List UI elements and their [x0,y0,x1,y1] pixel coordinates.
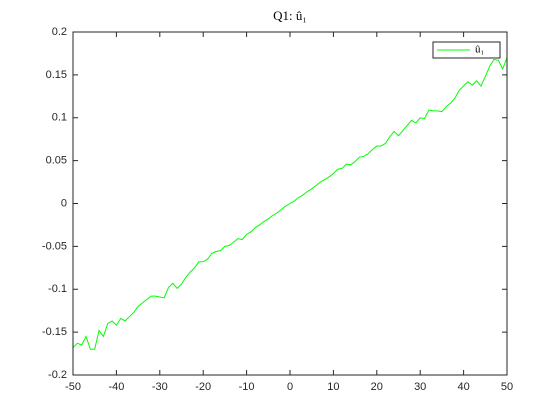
y-tick-label: -0.1 [48,283,67,295]
axes-box [72,31,508,376]
x-tick-label: 20 [371,381,383,393]
y-tick-label: 0.05 [46,155,67,167]
legend-label: û₁ [475,44,485,56]
y-tick-label: -0.15 [42,326,67,338]
y-tick-label: 0.2 [52,26,67,38]
x-tick-label: -50 [65,381,81,393]
x-tick-label: 40 [457,381,469,393]
data-line [72,57,508,350]
x-tick-label: -20 [195,381,211,393]
x-tick-label: 0 [287,381,293,393]
y-tick-label: 0.15 [46,69,67,81]
y-tick-label: -0.2 [48,369,67,381]
chart-title: Q1: û₁ [273,8,307,23]
x-tick-label: -30 [152,381,168,393]
y-tick-label: 0 [61,197,67,209]
x-tick-label: -40 [108,381,124,393]
y-tick-label: -0.05 [42,240,67,252]
x-tick-label: -10 [239,381,255,393]
x-tick-label: 50 [501,381,513,393]
x-tick-label: 30 [414,381,426,393]
x-tick-label: 10 [327,381,339,393]
y-tick-label: 0.1 [52,112,67,124]
